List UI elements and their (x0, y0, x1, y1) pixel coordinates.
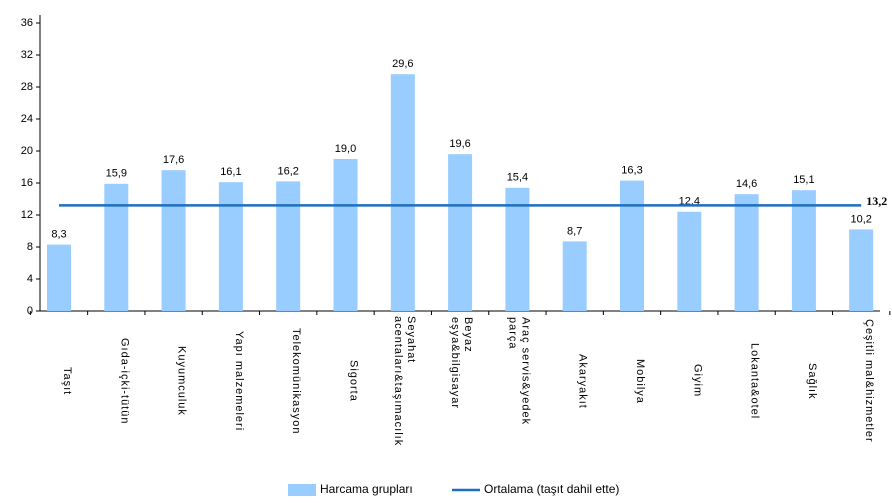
x-tick-label: Gıda-içki-tütün (118, 337, 131, 425)
bar (734, 194, 759, 311)
x-tick-label: Beyaz eşya&bilgisayar (449, 317, 475, 410)
bar (849, 229, 874, 311)
bar (276, 181, 301, 311)
x-tick-label: Telekomünikasyon (290, 327, 303, 435)
y-tick-label: 8 (27, 241, 33, 253)
value-label: 16,2 (277, 165, 298, 177)
y-tick-label: 4 (27, 273, 33, 285)
value-label: 29,6 (392, 58, 413, 70)
legend-label: Harcama grupları (320, 482, 413, 496)
y-tick-label: 24 (21, 113, 33, 125)
value-label: 16,1 (220, 166, 241, 178)
legend-swatch (288, 484, 316, 496)
average-label: 13,2 (866, 194, 887, 208)
x-tick-label: Sağlık (805, 362, 818, 400)
y-tick-label: 20 (21, 145, 33, 157)
bar (677, 211, 702, 311)
bar (448, 154, 473, 311)
x-tick-label: Taşıt (61, 366, 73, 396)
bar (161, 170, 186, 311)
y-tick-label: 12 (21, 209, 33, 221)
y-tick-label: 36 (21, 17, 33, 29)
x-tick-label: Mobilya (634, 358, 646, 404)
legend-label: Ortalama (taşıt dahil ette) (484, 482, 619, 496)
value-label: 14,6 (736, 178, 757, 190)
value-label: 16,3 (621, 165, 642, 177)
y-tick-label: 32 (21, 49, 33, 61)
x-tick-label: Sigorta (347, 360, 360, 402)
x-tick-label: Giyim (691, 364, 704, 398)
bar (47, 244, 71, 311)
value-label: 8,3 (51, 229, 66, 241)
bar (218, 182, 243, 311)
y-tick-label: 28 (21, 81, 33, 93)
bar (505, 187, 530, 311)
value-label: 10,2 (850, 213, 871, 225)
value-label: 15,1 (793, 174, 814, 186)
x-tick-label: Yapı malzemeleri (232, 330, 245, 432)
y-tick-label: 16 (21, 177, 33, 189)
bar (791, 190, 816, 311)
bar (104, 183, 129, 311)
y-tick-label: 0 (27, 305, 33, 317)
x-tick-label: Kuyumculuk (175, 346, 188, 416)
value-label: 8,7 (567, 225, 582, 237)
bar (390, 74, 415, 311)
value-label: 15,9 (106, 168, 127, 180)
x-tick-label: Lokanta&otel (748, 342, 761, 420)
value-label: 19,6 (449, 138, 470, 150)
bar (562, 241, 587, 311)
value-label: 17,6 (163, 154, 184, 166)
bar (333, 159, 358, 311)
bar (620, 180, 644, 311)
value-label: 15,4 (507, 172, 528, 184)
x-tick-label: Akaryakıt (576, 353, 589, 409)
value-label: 19,0 (335, 143, 356, 155)
x-tick-label: Araç servis&yedek parça (506, 317, 532, 426)
x-tick-label: Çeşitli mal&hizmetler (863, 319, 876, 443)
x-tick-label: Seyahat acentaları&taşımacılık (391, 315, 417, 447)
